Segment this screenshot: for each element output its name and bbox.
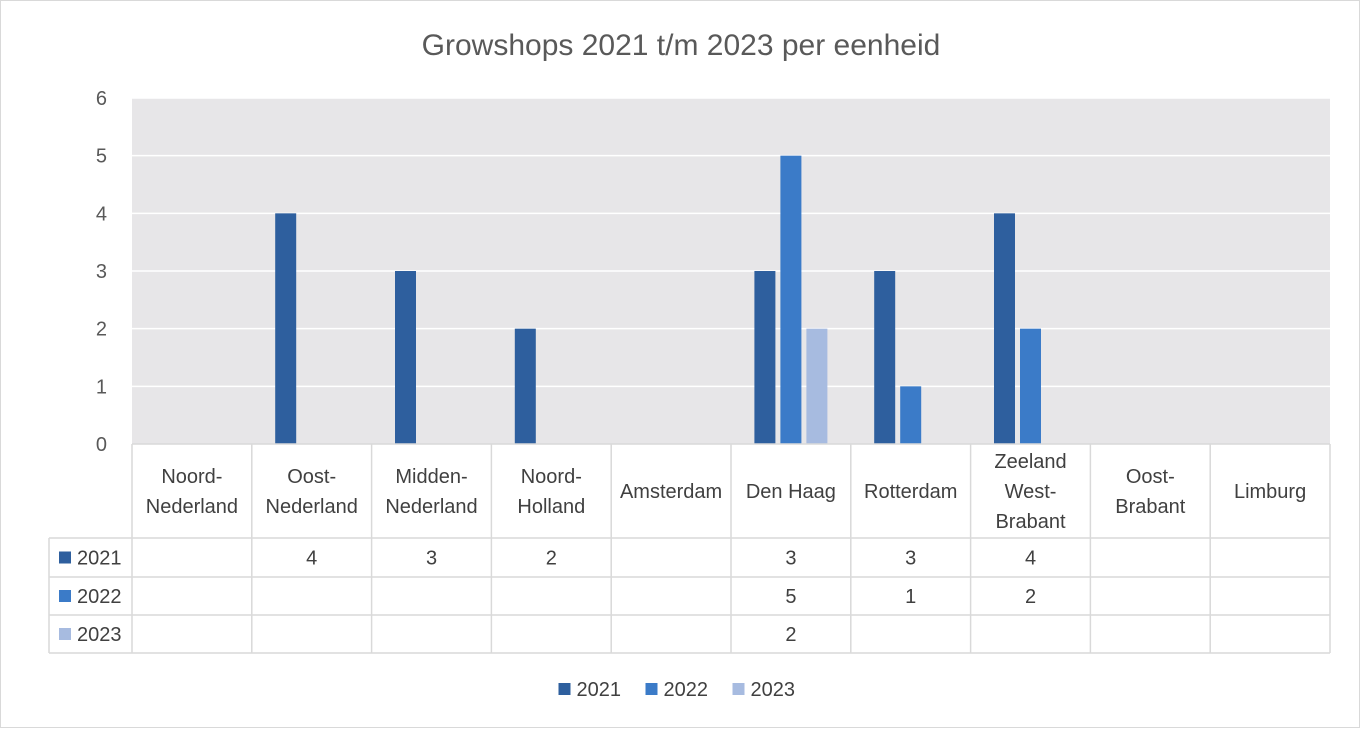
bar-2022-7 bbox=[1020, 328, 1041, 444]
legend: 2021 2022 2023 bbox=[558, 679, 796, 701]
bar-2021-3 bbox=[514, 328, 536, 444]
category-label: Nederland bbox=[266, 496, 358, 518]
bar-2021-6 bbox=[874, 271, 896, 444]
bar-2022-5 bbox=[780, 155, 802, 444]
category-label: Noord- bbox=[521, 466, 582, 488]
legend-label-2023: 2023 bbox=[751, 679, 796, 701]
y-tick-label: 4 bbox=[96, 203, 107, 225]
category-label: Oost- bbox=[1126, 466, 1175, 488]
category-label: Rotterdam bbox=[864, 481, 957, 503]
table-legend-key-2023 bbox=[59, 628, 71, 640]
y-tick-label: 1 bbox=[96, 376, 107, 398]
data-label: 2 bbox=[1025, 586, 1036, 608]
category-label: Brabant bbox=[995, 511, 1065, 533]
y-tick-label: 5 bbox=[96, 146, 107, 168]
category-label: Midden- bbox=[395, 466, 467, 488]
data-label: 2 bbox=[785, 624, 796, 646]
data-label: 3 bbox=[426, 548, 437, 570]
table-legend-key-2021 bbox=[59, 551, 71, 564]
data-label: 5 bbox=[785, 586, 796, 608]
category-label: West- bbox=[1005, 481, 1057, 503]
category-label: Holland bbox=[517, 496, 585, 518]
data-label: 3 bbox=[785, 548, 796, 570]
data-label: 4 bbox=[1025, 548, 1036, 570]
category-label: Limburg bbox=[1234, 481, 1306, 503]
category-label: Amsterdam bbox=[620, 481, 722, 503]
bar-2021-2 bbox=[395, 271, 416, 444]
y-tick-label: 2 bbox=[96, 319, 107, 341]
plot-area bbox=[132, 97, 1330, 444]
y-tick-label: 0 bbox=[96, 434, 107, 456]
table-series-label-2021: 2021 bbox=[77, 548, 122, 570]
y-axis: 0 1 2 3 4 5 6 bbox=[96, 88, 107, 456]
legend-label-2021: 2021 bbox=[577, 679, 622, 701]
category-label: Brabant bbox=[1115, 496, 1185, 518]
legend-key-2021 bbox=[558, 683, 571, 695]
y-tick-label: 6 bbox=[96, 88, 107, 110]
category-label: Den Haag bbox=[746, 481, 836, 503]
data-table: Noord- Nederland Oost- Nederland Midden- Nede… bbox=[48, 443, 1331, 654]
category-label: Nederland bbox=[385, 496, 477, 518]
category-label: Oost- bbox=[287, 466, 336, 488]
table-series-label-2022: 2022 bbox=[77, 586, 122, 608]
data-label: 3 bbox=[905, 548, 916, 570]
category-label: Nederland bbox=[146, 496, 238, 518]
legend-key-2022 bbox=[645, 683, 658, 695]
legend-label-2022: 2022 bbox=[664, 679, 709, 701]
bar-2021-1 bbox=[275, 213, 297, 444]
category-label: Zeeland bbox=[994, 451, 1066, 473]
category-label: Noord- bbox=[161, 466, 222, 488]
bar-2023-5 bbox=[806, 328, 828, 444]
bar-2021-7 bbox=[994, 213, 1015, 444]
data-label: 1 bbox=[905, 586, 916, 608]
data-label: 4 bbox=[306, 548, 317, 570]
chart-title: Growshops 2021 t/m 2023 per eenheid bbox=[422, 29, 941, 62]
table-series-label-2023: 2023 bbox=[77, 624, 122, 646]
y-tick-label: 3 bbox=[96, 261, 107, 283]
data-label: 2 bbox=[546, 548, 557, 570]
bar-2021-5 bbox=[754, 271, 776, 444]
bar-2022-6 bbox=[900, 386, 922, 444]
table-legend-key-2022 bbox=[59, 590, 71, 602]
legend-key-2023 bbox=[732, 683, 745, 695]
bars bbox=[275, 155, 1041, 444]
